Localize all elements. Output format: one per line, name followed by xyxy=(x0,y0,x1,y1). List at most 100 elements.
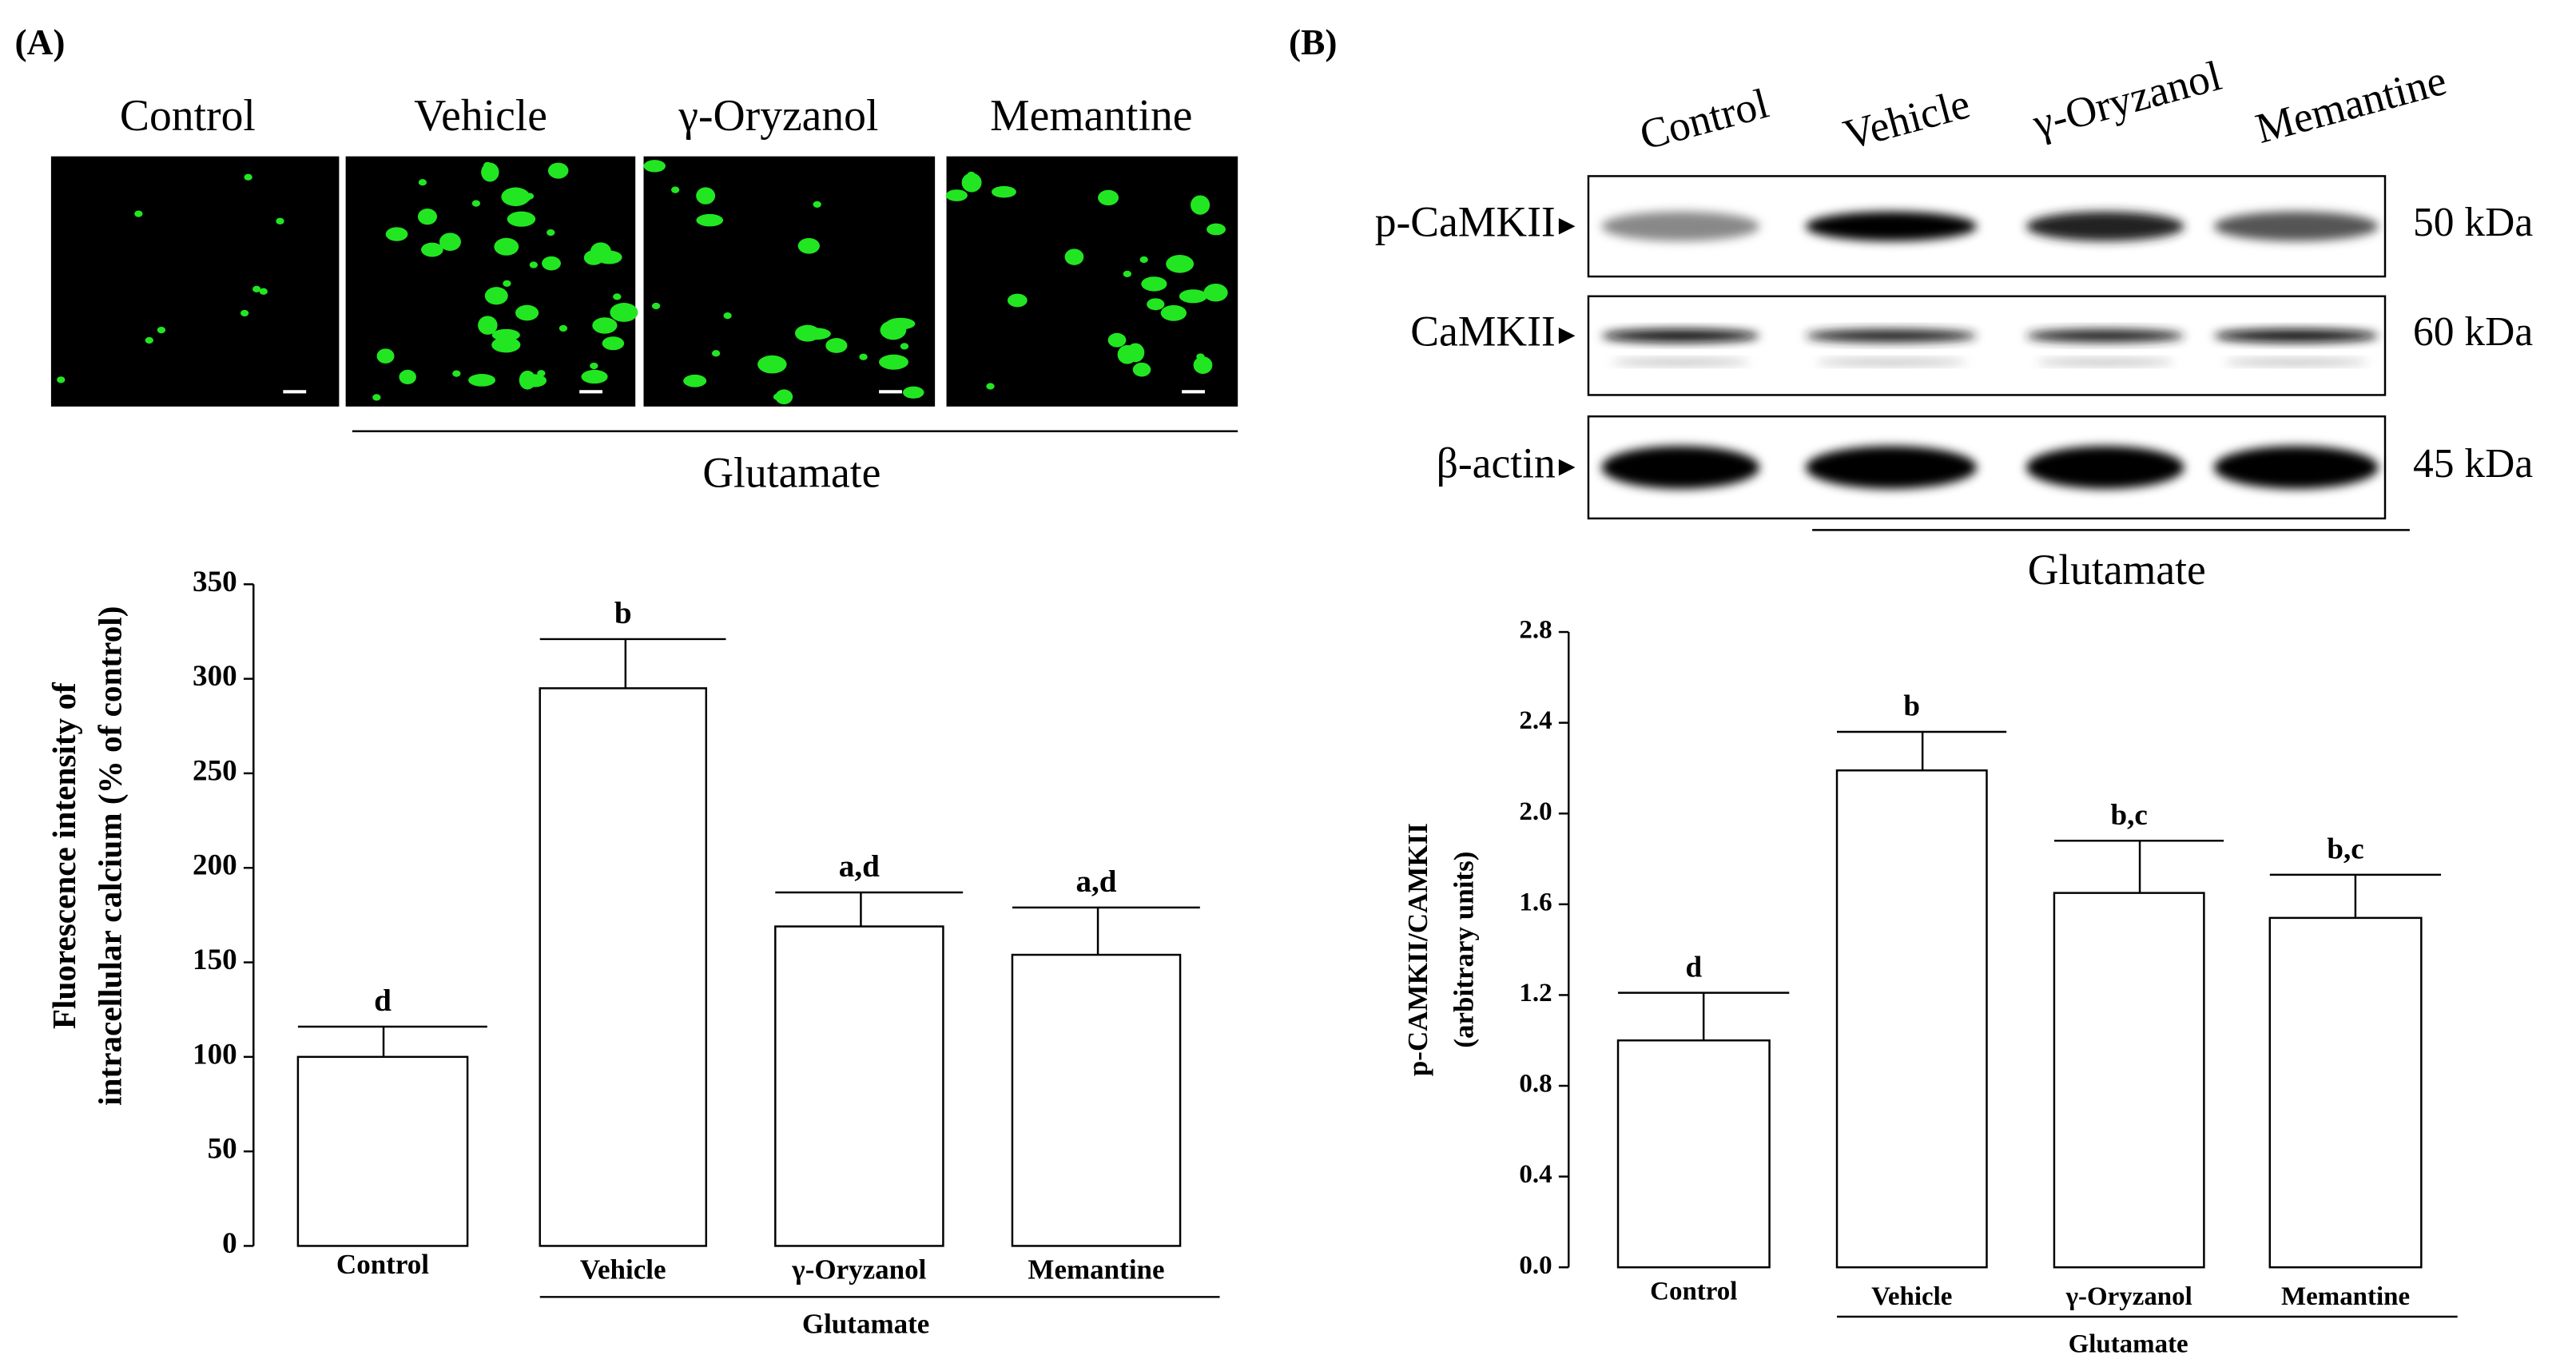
band xyxy=(2025,446,2184,489)
cell xyxy=(501,187,531,207)
cell xyxy=(418,179,427,186)
cell xyxy=(471,200,481,207)
band xyxy=(1815,359,1967,366)
cell xyxy=(1191,195,1210,215)
significance-label: d xyxy=(374,984,392,1018)
y-tick-label: 0 xyxy=(222,1227,237,1260)
band xyxy=(1601,329,1760,343)
band xyxy=(1805,329,1978,343)
band xyxy=(1805,211,1978,241)
significance-label: b,c xyxy=(2110,799,2147,832)
cell xyxy=(696,213,724,227)
cell xyxy=(880,320,907,340)
y-tick-label: 350 xyxy=(193,566,237,598)
image-label: Vehicle xyxy=(414,91,547,141)
panel-label: (A) xyxy=(15,22,66,62)
size-label: 60 kDa xyxy=(2413,309,2533,355)
cell xyxy=(276,217,284,225)
micrograph xyxy=(946,156,1238,407)
cell xyxy=(797,238,820,254)
cell xyxy=(547,228,555,236)
band xyxy=(2036,359,2175,366)
y-axis-label: intracellular calcium (% of control) xyxy=(92,606,129,1106)
image-label: Memantine xyxy=(990,91,1192,141)
cell xyxy=(1132,362,1151,377)
band xyxy=(2213,446,2379,489)
cell xyxy=(1098,189,1119,206)
x-tick-label: Memantine xyxy=(2281,1282,2410,1311)
cell xyxy=(991,185,1016,198)
cell xyxy=(452,370,461,377)
cell xyxy=(602,336,625,351)
cell xyxy=(542,256,561,271)
band xyxy=(2213,329,2379,343)
band xyxy=(1601,446,1760,489)
y-axis-label: (arbitrary units) xyxy=(1449,852,1480,1048)
group-label: Glutamate xyxy=(2028,546,2206,594)
bar xyxy=(2268,916,2423,1269)
y-tick-label: 2.0 xyxy=(1519,797,1552,826)
band xyxy=(1805,446,1978,489)
cell xyxy=(670,186,680,193)
band xyxy=(1611,359,1750,366)
cell xyxy=(468,373,496,387)
bar xyxy=(539,687,708,1247)
y-tick-label: 100 xyxy=(193,1038,237,1071)
x-tick-label: Vehicle xyxy=(580,1254,666,1285)
size-label: 45 kDa xyxy=(2413,441,2533,487)
cell xyxy=(491,328,520,341)
cell xyxy=(813,201,821,209)
cell xyxy=(491,336,521,353)
bar xyxy=(774,925,944,1247)
cell xyxy=(613,293,622,300)
significance-label: a,d xyxy=(1075,864,1116,899)
bar xyxy=(1835,769,1988,1269)
cell xyxy=(961,173,982,193)
significance-label: b xyxy=(1903,690,1920,723)
band xyxy=(2025,211,2184,241)
cell xyxy=(825,338,848,353)
cell xyxy=(1179,289,1207,304)
cell xyxy=(145,336,153,344)
cell xyxy=(421,242,443,257)
cell xyxy=(1166,255,1195,273)
cell xyxy=(244,173,252,181)
cell xyxy=(525,193,535,200)
band xyxy=(2224,359,2369,366)
cell xyxy=(683,374,707,387)
cell xyxy=(583,250,604,265)
cell xyxy=(515,304,539,321)
bar xyxy=(1011,953,1182,1247)
cell xyxy=(590,362,598,370)
row-marker xyxy=(1558,459,1576,476)
cell xyxy=(900,343,909,350)
group-label: Glutamate xyxy=(802,1308,930,1339)
cell xyxy=(902,386,924,399)
cell xyxy=(986,383,995,390)
y-tick-label: 50 xyxy=(208,1133,237,1166)
significance-label: a,d xyxy=(839,849,880,884)
cell xyxy=(494,237,519,256)
cell xyxy=(879,354,908,370)
x-tick-label: Memantine xyxy=(1028,1254,1164,1285)
x-tick-label: γ-Oryzanol xyxy=(2065,1282,2192,1311)
cell xyxy=(859,353,868,360)
image-label: Control xyxy=(120,91,256,141)
cell xyxy=(57,376,66,383)
x-tick-label: Vehicle xyxy=(1871,1282,1952,1311)
cell xyxy=(1207,223,1226,236)
lane-label: Vehicle xyxy=(1839,79,1975,159)
lane-label: γ-Oryzanol xyxy=(2027,51,2226,148)
cell xyxy=(967,171,976,179)
cell xyxy=(372,394,381,401)
y-tick-label: 300 xyxy=(193,660,237,693)
cell xyxy=(711,350,721,357)
y-tick-label: 2.8 xyxy=(1519,616,1552,645)
y-tick-label: 250 xyxy=(193,754,237,787)
cell xyxy=(484,287,508,305)
significance-label: b,c xyxy=(2327,833,2363,866)
cell xyxy=(696,187,716,205)
row-label: β-actin xyxy=(1437,439,1556,487)
